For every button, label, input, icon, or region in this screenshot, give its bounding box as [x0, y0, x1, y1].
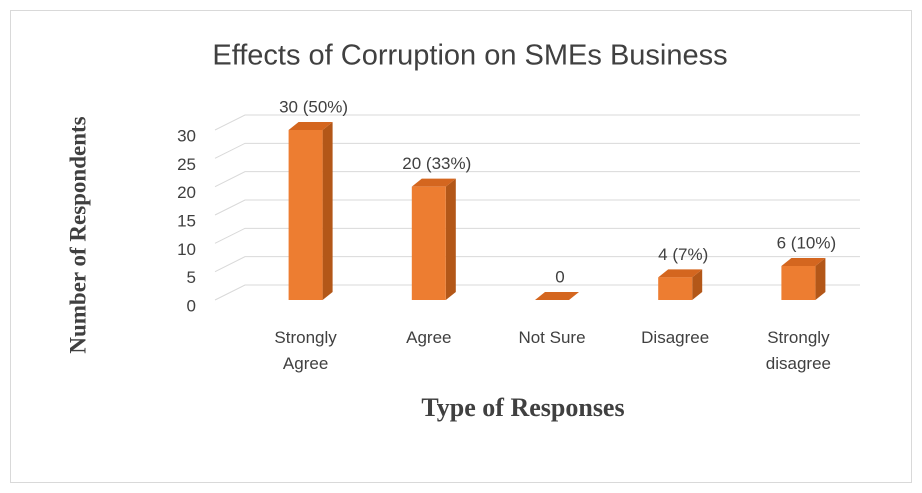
x-tick-label: Disagree [641, 328, 710, 347]
grid-line [214, 256, 860, 273]
data-label: 30 (50%) [279, 97, 348, 116]
chart-title: Effects of Corruption on SMEs Business [212, 40, 727, 72]
bar [535, 292, 579, 300]
grid-line [214, 114, 860, 131]
data-label: 6 (10%) [777, 233, 837, 252]
x-tick-label-box: Strongly Agree [274, 328, 337, 373]
bar-top [781, 258, 826, 266]
bar-side [692, 269, 703, 300]
bar-side [815, 258, 826, 300]
data-label: 0 [555, 267, 564, 286]
bar-front [288, 130, 323, 300]
x-tick-label: Agree [406, 328, 452, 347]
chart-frame [10, 10, 912, 483]
bar-front [658, 277, 693, 300]
bar [288, 122, 333, 300]
grid-line [214, 284, 860, 301]
bar-top [411, 178, 456, 187]
x-tick-label-box: Disagree [641, 328, 710, 347]
bar [781, 258, 826, 300]
x-tick-label: Not Sure [518, 328, 586, 347]
y-tick-label: 20 [177, 183, 196, 202]
y-tick-label: 30 [177, 126, 196, 145]
x-axis-title: Type of Responses [421, 393, 624, 422]
x-tick-label: Strongly Agree [274, 328, 337, 373]
y-tick-label: 15 [177, 211, 196, 230]
bar-top [658, 269, 703, 278]
grid-line [214, 171, 860, 188]
y-tick-label: 5 [187, 268, 196, 287]
bar-front [781, 266, 816, 300]
bar-side [445, 178, 456, 300]
x-tick-label-box: Strongly disagree [765, 328, 831, 373]
grid-line [214, 227, 860, 244]
y-tick-label: 10 [177, 240, 196, 259]
x-tick-label-box: Not Sure [518, 328, 586, 347]
y-tick-label: 25 [177, 155, 196, 174]
y-axis-title: Number of Respondents [65, 116, 90, 353]
bar-top [535, 292, 579, 300]
grid-line [214, 199, 860, 216]
grid-line [214, 142, 860, 159]
data-label: 20 (33%) [402, 154, 471, 173]
bar-front [411, 186, 446, 300]
x-tick-label: Strongly disagree [765, 328, 831, 373]
data-label: 4 (7%) [658, 245, 708, 264]
bar-top [288, 122, 333, 130]
bar-side [322, 122, 333, 300]
bar [658, 269, 703, 300]
y-tick-label: 0 [187, 296, 196, 315]
x-tick-label-box: Agree [406, 328, 452, 347]
bar [411, 178, 456, 300]
